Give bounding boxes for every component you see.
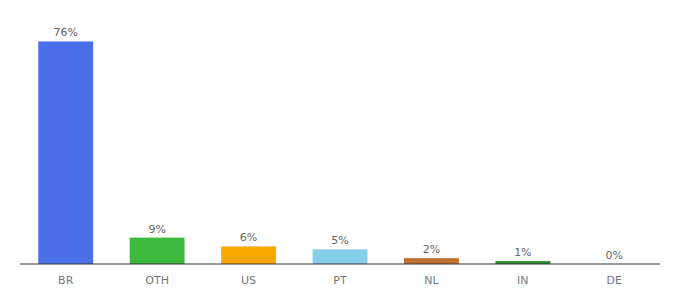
x-axis-line [20, 263, 660, 264]
x-tick-label: NL [424, 274, 439, 287]
chart-svg: 76% 9% 6% 5% 2% 1% 0% BR OTH US PT NL IN DE [0, 0, 680, 300]
data-label: 5% [331, 234, 348, 247]
data-label: 1% [514, 246, 531, 259]
bars [38, 41, 550, 264]
x-tick-label: BR [58, 274, 74, 287]
data-label: 2% [423, 243, 440, 256]
data-label: 0% [606, 249, 623, 262]
bar [404, 258, 459, 264]
bar [38, 41, 93, 264]
bar [130, 238, 185, 264]
chart-container: 76% 9% 6% 5% 2% 1% 0% BR OTH US PT NL IN DE [0, 0, 680, 300]
data-label: 9% [148, 223, 165, 236]
data-label: 76% [53, 26, 77, 39]
x-tick-label: IN [517, 274, 528, 287]
data-label: 6% [240, 231, 257, 244]
data-labels: 76% 9% 6% 5% 2% 1% 0% [53, 26, 623, 262]
x-tick-label: OTH [145, 274, 169, 287]
x-tick-label: US [241, 274, 256, 287]
x-tick-label: DE [607, 274, 622, 287]
x-tick-labels: BR OTH US PT NL IN DE [58, 274, 622, 287]
x-tick-label: PT [333, 274, 347, 287]
bar [313, 249, 368, 264]
bar [221, 246, 276, 264]
